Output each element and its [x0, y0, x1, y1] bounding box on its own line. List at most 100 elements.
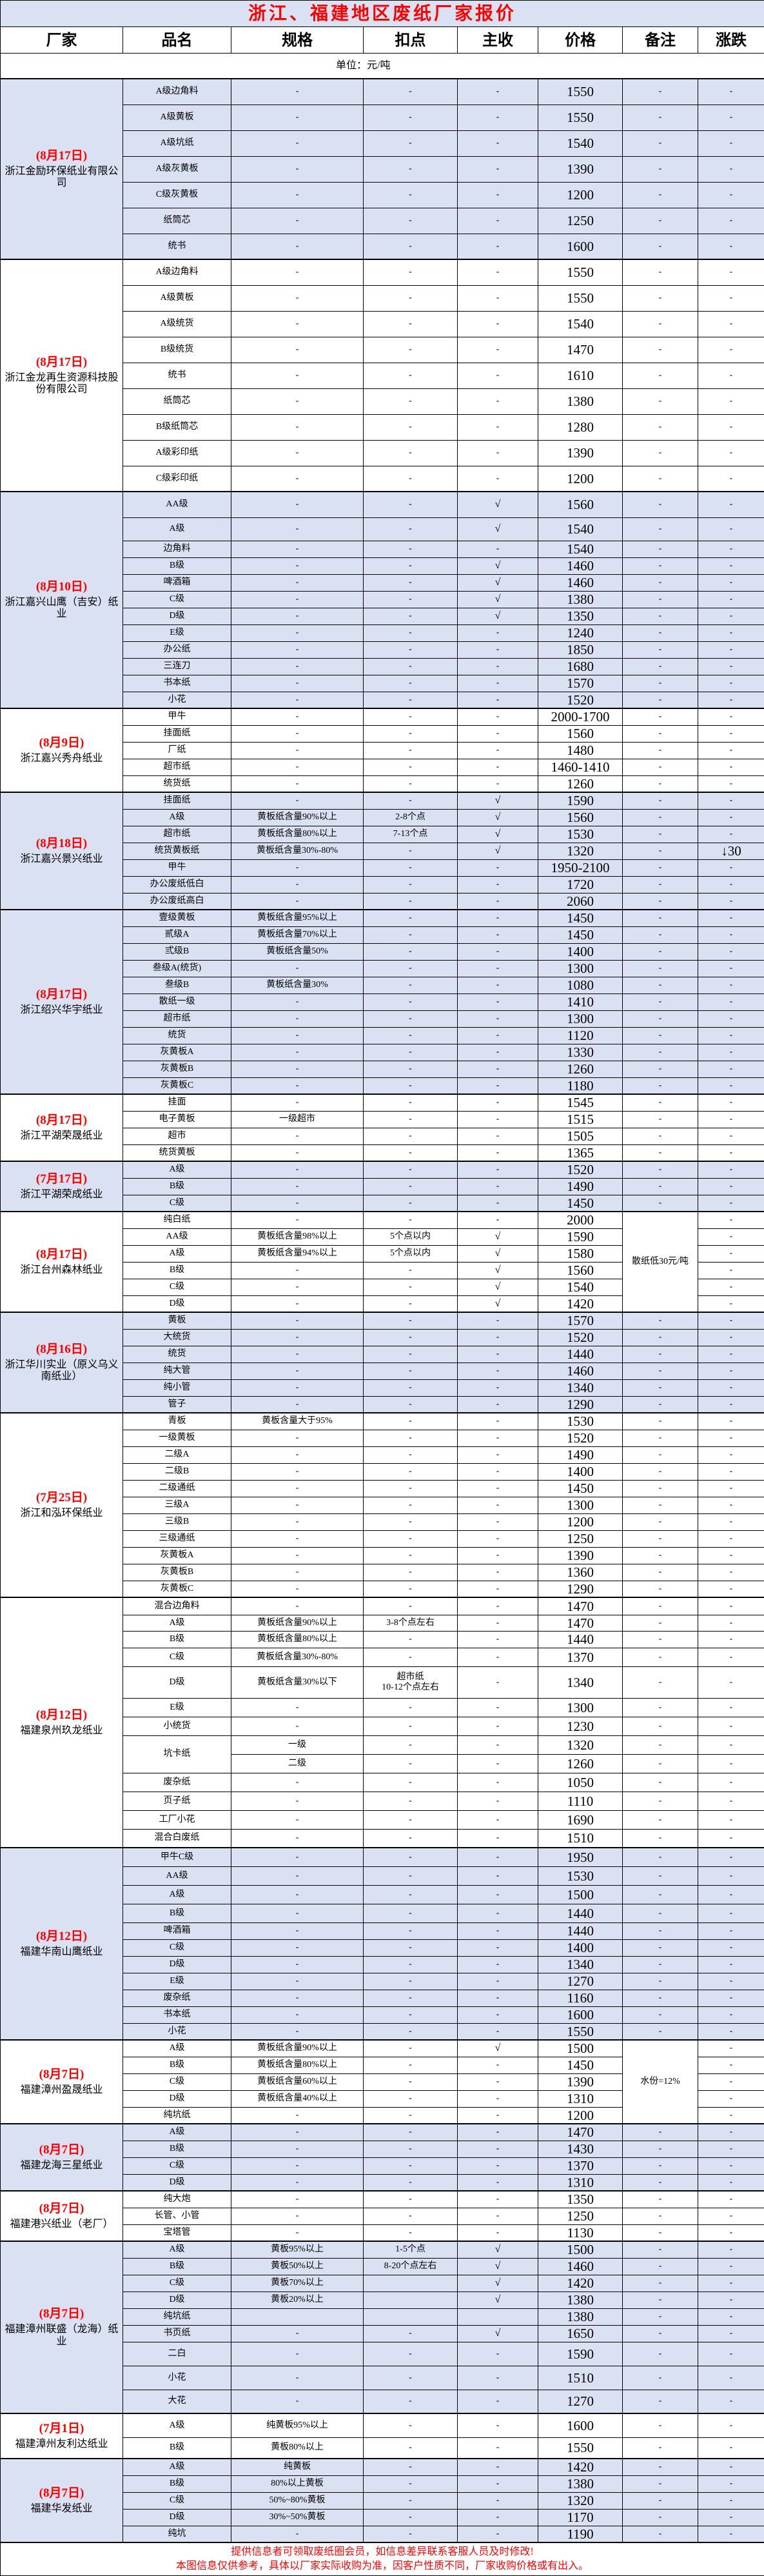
change-cell: - — [698, 943, 764, 960]
change-cell: - — [698, 2366, 764, 2390]
main-purchase-cell: - — [458, 1754, 538, 1773]
spec-cell: 黄板纸含量30%以下 — [231, 1666, 364, 1698]
company-name: 浙江华川实业（原义乌义南纸业） — [5, 1359, 118, 1382]
deduction-cell: - — [364, 1111, 458, 1128]
update-date: (8月12日) — [3, 1708, 120, 1722]
note-cell: - — [623, 993, 698, 1010]
deduction-cell: - — [364, 876, 458, 893]
change-cell: - — [698, 1161, 764, 1178]
deduction-cell: - — [364, 675, 458, 692]
spec-cell: 黄板纸含量70%以上 — [231, 926, 364, 943]
price-cell: 1490 — [538, 1446, 623, 1463]
change-cell: - — [698, 792, 764, 809]
spec-cell: - — [231, 893, 364, 910]
deduction-cell: - — [364, 363, 458, 388]
deduction-cell: - — [364, 1735, 458, 1754]
change-cell: - — [698, 1792, 764, 1810]
main-purchase-cell: - — [458, 2475, 538, 2492]
price-cell: 1200 — [538, 1513, 623, 1530]
price-cell: 1200 — [538, 466, 623, 492]
spec-cell: 黄板70%以上 — [231, 2275, 364, 2291]
price-cell: 1440 — [538, 1922, 623, 1939]
spec-cell: - — [231, 105, 364, 130]
main-purchase-cell: - — [458, 2090, 538, 2107]
spec-cell: - — [231, 1717, 364, 1735]
product-name-cell: C级 — [123, 1195, 231, 1212]
header-price: 价格 — [538, 27, 623, 54]
change-cell: - — [698, 337, 764, 363]
price-cell: 1390 — [538, 1547, 623, 1564]
change-cell: - — [698, 2107, 764, 2124]
change-cell: - — [698, 1094, 764, 1111]
deduction-cell — [364, 2275, 458, 2291]
product-name-cell: AA级 — [123, 1228, 231, 1245]
company-cell: (8月17日)浙江金励环保纸业有限公司 — [1, 79, 123, 259]
price-cell: 1680 — [538, 658, 623, 675]
price-cell: 1520 — [538, 1161, 623, 1178]
product-name-cell: 灰黄板A — [123, 1044, 231, 1061]
price-cell: 1590 — [538, 2342, 623, 2366]
note-cell: - — [623, 2241, 698, 2258]
spec-cell: 黄板20%以上 — [231, 2291, 364, 2308]
note-cell: - — [623, 311, 698, 337]
product-name-cell: 灰黄板C — [123, 1077, 231, 1094]
change-cell: - — [698, 1615, 764, 1631]
deduction-cell: - — [364, 2390, 458, 2413]
spec-cell: 黄板95%以上 — [231, 2241, 364, 2258]
main-purchase-cell: - — [458, 1379, 538, 1396]
product-name-cell: 书页纸 — [123, 2325, 231, 2342]
change-cell: - — [698, 2241, 764, 2258]
price-cell: 1540 — [538, 541, 623, 557]
deduction-cell: - — [364, 1922, 458, 1939]
spec-cell: - — [231, 440, 364, 466]
spec-cell: 黄板纸含量60%以上 — [231, 2073, 364, 2090]
deduction-cell: - — [364, 1754, 458, 1773]
company-cell: (8月17日)浙江金龙再生资源科技股份有限公司 — [1, 259, 123, 492]
deduction-cell: 3-8个点左右 — [364, 1615, 458, 1631]
header-product: 品名 — [123, 27, 231, 54]
change-cell: - — [698, 1990, 764, 2006]
unit-row: 单位：元/吨 — [1, 54, 764, 79]
change-cell: - — [698, 675, 764, 692]
change-cell: - — [698, 466, 764, 492]
change-cell: - — [698, 876, 764, 893]
spec-cell: - — [231, 1463, 364, 1480]
product-name-cell: 小花 — [123, 2366, 231, 2390]
product-name-cell: A级灰黄板 — [123, 156, 231, 182]
product-name-cell: D级 — [123, 2090, 231, 2107]
main-purchase-cell — [458, 2308, 538, 2325]
price-cell: 1500 — [538, 1885, 623, 1904]
product-name-cell: 小统货 — [123, 1717, 231, 1735]
product-name-cell: 挂面 — [123, 1094, 231, 1111]
change-cell: - — [698, 1044, 764, 1061]
note-cell: - — [623, 1111, 698, 1128]
company-name: 浙江绍兴华宇纸业 — [20, 1004, 103, 1015]
change-cell: - — [698, 105, 764, 130]
company-name: 浙江和泓环保纸业 — [20, 1508, 103, 1519]
price-cell: 1260 — [538, 775, 623, 792]
spec-cell: - — [231, 1885, 364, 1904]
spec-cell: - — [231, 1379, 364, 1396]
change-cell: - — [698, 1631, 764, 1648]
note-cell: - — [623, 2006, 698, 2023]
deduction-cell: - — [364, 2157, 458, 2174]
deduction-cell: - — [364, 1904, 458, 1922]
deduction-cell: - — [364, 1866, 458, 1885]
main-purchase-cell: - — [458, 1480, 538, 1497]
deduction-cell: - — [364, 1329, 458, 1346]
product-name-cell: 一级黄板 — [123, 1430, 231, 1446]
deduction-cell: - — [364, 1430, 458, 1446]
product-name-cell: 书本纸 — [123, 2006, 231, 2023]
header-row: 厂家 品名 规格 扣点 主收 价格 备注 涨跌 — [1, 27, 764, 54]
note-cell: - — [623, 2174, 698, 2191]
spec-cell: - — [231, 960, 364, 977]
price-cell: 1330 — [538, 1044, 623, 1061]
spec-cell: - — [231, 311, 364, 337]
header-spec: 规格 — [231, 27, 364, 54]
note-cell: - — [623, 1446, 698, 1463]
deduction-cell: - — [364, 156, 458, 182]
main-purchase-cell: - — [458, 2509, 538, 2526]
spec-cell: - — [231, 517, 364, 541]
change-cell: - — [698, 1904, 764, 1922]
